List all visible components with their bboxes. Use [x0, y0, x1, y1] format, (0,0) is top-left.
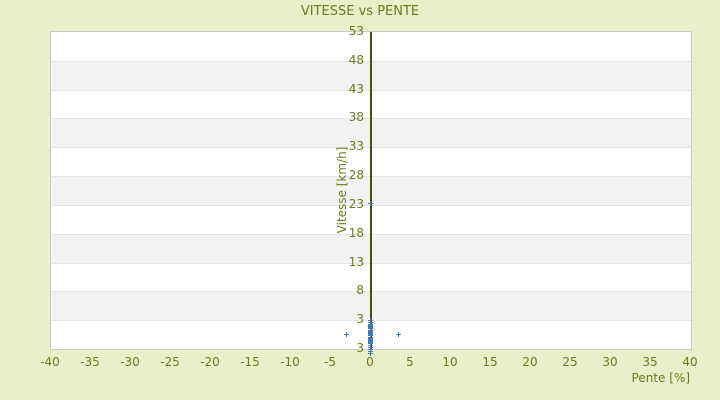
x-tick-label: -15	[240, 355, 260, 369]
y-tick-label: 33	[348, 139, 364, 154]
x-axis-title: Pente [%]	[631, 371, 690, 385]
x-tick-label: 30	[602, 355, 618, 369]
x-tick-label: -30	[120, 355, 140, 369]
y-axis-title: Vitesse [km/h]	[335, 146, 349, 234]
x-tick-label: -20	[200, 355, 220, 369]
x-tick-label: -25	[160, 355, 180, 369]
y-tick-label: 13	[348, 254, 364, 269]
x-tick-label: 35	[642, 355, 658, 369]
y-tick-label: 23	[348, 196, 364, 211]
y-tick-label: 28	[348, 168, 364, 183]
x-tick-label: 25	[562, 355, 578, 369]
x-tick-label: 40	[682, 355, 698, 369]
x-tick-label: -35	[80, 355, 100, 369]
y-tick-label: 43	[348, 81, 364, 96]
y-tick-label: 48	[348, 52, 364, 67]
x-tick-label: -40	[40, 355, 60, 369]
y-tick-label: 3	[356, 312, 364, 327]
x-tick-label: 20	[522, 355, 538, 369]
plot-area[interactable]	[50, 31, 692, 350]
x-tick-label: 0	[366, 355, 374, 369]
y-tick-label: 3	[356, 341, 364, 355]
x-tick-label: -5	[324, 355, 336, 369]
y-tick-label: 18	[348, 225, 364, 240]
x-tick-label: 5	[406, 355, 414, 369]
y-tick-label: 38	[348, 110, 364, 125]
y-axis-line	[370, 32, 372, 349]
y-tick-label: 53	[348, 24, 364, 38]
chart-title: VITESSE vs PENTE	[300, 4, 420, 19]
x-tick-label: -10	[280, 355, 300, 369]
x-tick-label: 15	[482, 355, 498, 369]
x-tick-label: 10	[442, 355, 458, 369]
y-tick-label: 8	[356, 283, 364, 298]
